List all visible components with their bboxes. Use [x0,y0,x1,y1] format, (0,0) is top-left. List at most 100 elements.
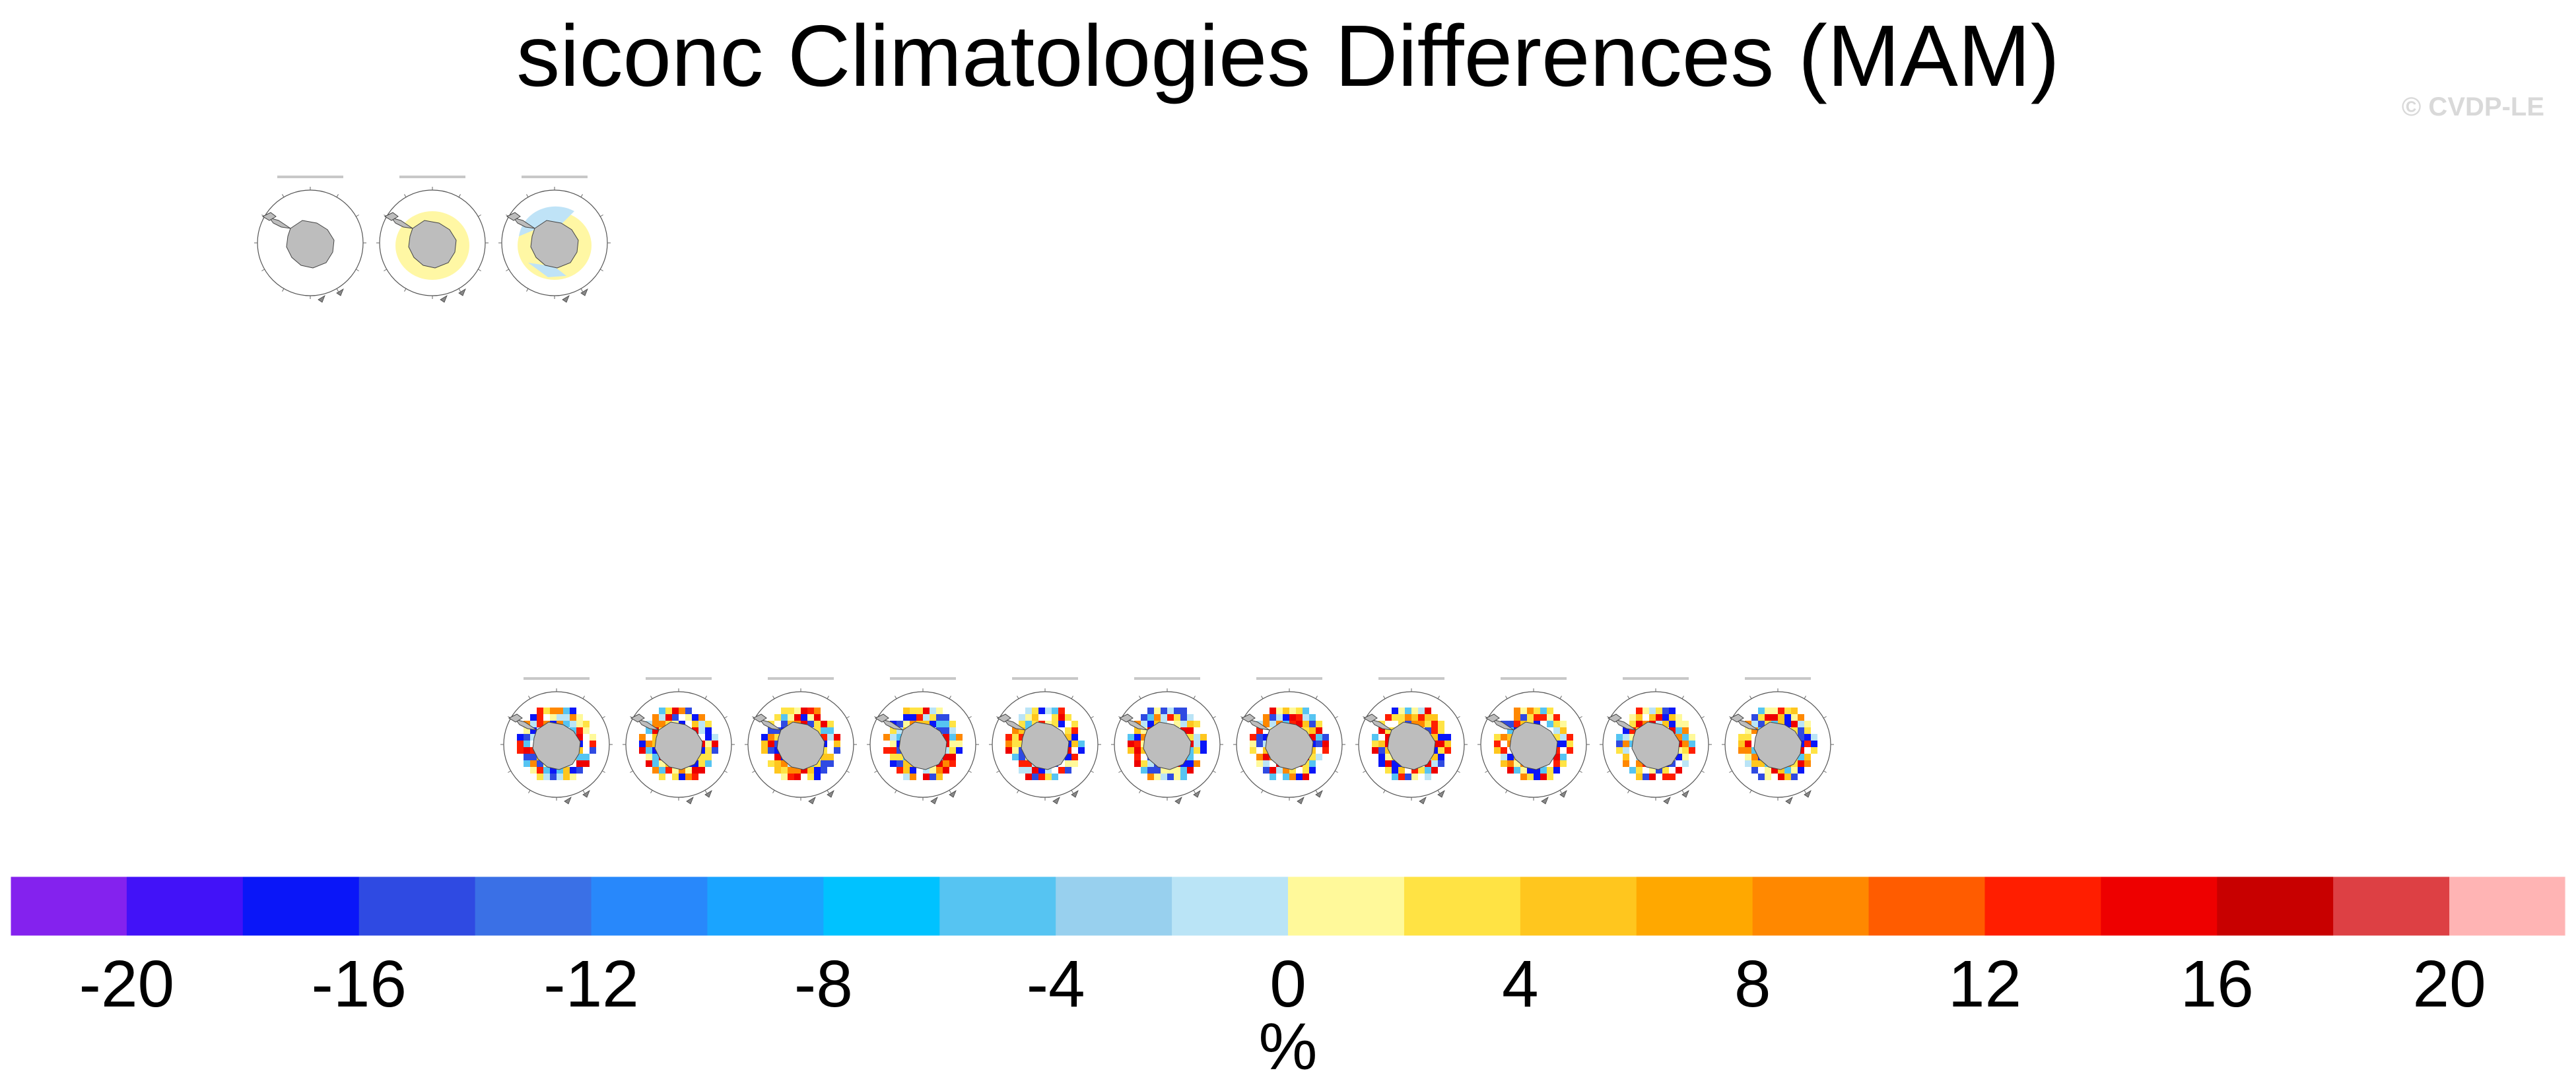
anomaly-cell [1514,708,1520,714]
anomaly-cell [1520,714,1527,721]
island-mark [1315,790,1323,798]
anomaly-cell [897,734,903,741]
island-mark [930,797,938,805]
anomaly-cell [530,714,537,721]
map-tick [508,770,511,773]
anomaly-cell [1778,714,1784,721]
anomaly-cell [897,727,903,734]
anomaly-cell [1316,760,1322,767]
map-tick [1749,696,1752,699]
map-tick [704,790,707,793]
anomaly-cell [1425,721,1431,727]
anomaly-cell [1784,774,1791,780]
island-mark [1541,797,1549,805]
anomaly-cell [1187,714,1194,721]
anomaly-cell [1200,747,1207,754]
anomaly-cell [1194,754,1200,760]
anomaly-cell [557,714,563,721]
map-tick [526,194,529,197]
anomaly-cell [1527,708,1534,714]
anomaly-cell [576,760,583,767]
anomaly-cell [1438,734,1444,741]
anomaly-cell [1643,767,1649,774]
anomaly-cell [834,747,840,754]
colorbar-bin [1636,876,1753,936]
anomaly-cell [1303,767,1309,774]
peninsula-landmass [1369,719,1392,731]
anomaly-cell [646,747,652,754]
anomaly-cell [1438,747,1444,754]
colorbar-bin [2333,876,2450,936]
island-mark [336,288,344,296]
anomaly-cell [1065,760,1071,767]
anomaly-cell [827,721,834,727]
anomaly-cell [1682,754,1689,760]
anomaly-cell [1784,714,1791,721]
anomaly-cell [1322,747,1329,754]
map-tick [582,790,585,793]
anomaly-cell [923,774,930,780]
anomaly-cell [543,774,550,780]
map-tick [600,215,603,217]
anomaly-cell [1154,708,1161,714]
anomaly-cell [557,708,563,714]
anomaly-cell [1636,708,1643,714]
anomaly-cell [949,754,956,760]
anomaly-cell [807,767,814,774]
map-tick [282,194,285,197]
island-mark [564,797,572,805]
south-america-tip [1485,713,1500,723]
anomaly-cell [1643,708,1649,714]
anomaly-cell [1771,774,1778,780]
anomaly-cell [1141,727,1147,734]
anomaly-cell [1392,767,1398,774]
colorbar-bin [126,876,244,936]
anomaly-cell [1078,747,1085,754]
anomaly-cell [1065,727,1071,734]
anomaly-cell [1194,727,1200,734]
anomaly-cell [1623,734,1629,741]
anomaly-cell [821,754,827,760]
anomaly-cell [794,714,801,721]
anomaly-cell [530,727,537,734]
map-tick [1505,696,1508,699]
antarctica-landmass [1509,721,1558,770]
anomaly-cell [1507,721,1514,727]
anomaly-cell [1669,774,1676,780]
anomaly-cell [1751,734,1758,741]
anomaly-cell [570,774,576,780]
anomaly-cell [659,760,665,767]
anomaly-cell [1758,721,1765,727]
anomaly-cell [794,774,801,780]
anomaly-cell [1771,714,1778,721]
anomaly-cell [1180,774,1187,780]
map-panel [1722,677,1834,805]
anomaly-cell [1636,760,1643,767]
anomaly-cell [1616,734,1623,741]
anomaly-cell [583,747,590,754]
anomaly-cell [550,708,557,714]
anomaly-cell [1431,727,1438,734]
anomaly-cell [679,774,685,780]
anomaly-cell [781,714,788,721]
anomaly-cell [1065,734,1071,741]
anomaly-cell [827,741,834,747]
antarctica-landmass [286,220,335,269]
anomaly-cell [1527,774,1534,780]
anomaly-cell [1507,727,1514,734]
anomaly-cell [943,714,949,721]
anomaly-cell [1398,708,1405,714]
anomaly-cell [1676,727,1682,734]
anomaly-cell [910,714,916,721]
anomaly-cell [1187,734,1194,741]
panel-title-line [1623,677,1689,680]
anomaly-cell [1662,774,1669,780]
anomaly-cell [923,708,930,714]
anomaly-cell [1392,721,1398,727]
anomaly-cell [821,734,827,741]
anomaly-cell [781,774,788,780]
map-tick [1804,696,1806,699]
anomaly-cell [1263,767,1270,774]
anomaly-cell [1804,734,1811,741]
south-america-tip [1729,713,1744,723]
